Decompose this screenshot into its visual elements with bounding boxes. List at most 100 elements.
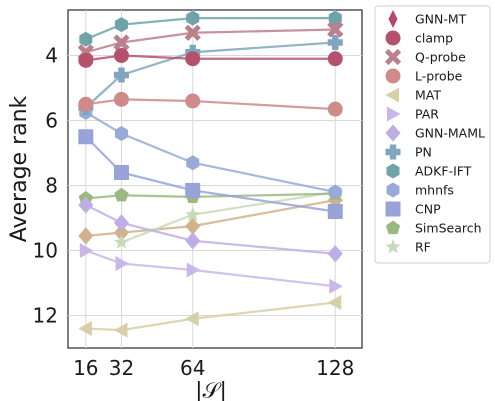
legend-marker [385,30,401,46]
series-mhnfs [79,104,342,200]
x-axis-label: |𝒮| [195,379,227,401]
series-line [85,204,336,255]
data-point [186,10,200,26]
series-l-probe [78,91,343,117]
data-point [114,17,128,33]
legend-label: ADKF-IFT [415,164,472,179]
legend-marker [386,163,400,179]
series-line [85,301,336,332]
legend-entry: GNN-MT [388,10,467,28]
legend-label: mhnfs [415,183,454,198]
legend-entry: CNP [385,201,441,217]
legend-entry: ADKF-IFT [386,163,472,179]
legend-marker [384,48,402,66]
series-line [85,249,336,288]
series-line [85,54,336,62]
legend-entry: PAR [387,106,439,122]
data-point [113,322,128,338]
legend-marker [385,201,401,217]
legend-label: PAR [415,107,439,122]
legend-entry: PN [385,144,432,160]
legend-label: SimSearch [415,221,482,236]
legend-entry: RF [385,239,431,255]
data-point [78,52,94,68]
series-line [85,41,336,109]
legend-marker [385,144,401,160]
legend-entry: SimSearch [385,220,482,236]
series-mat [78,295,342,338]
data-point [327,101,343,117]
legend-marker [386,182,400,198]
data-point [186,262,201,278]
plot-frame [67,9,363,349]
legend-label: PN [415,145,432,160]
data-point [78,321,92,336]
series-line [85,98,336,111]
legend-entry: MAT [385,87,441,103]
data-point [79,243,94,258]
legend-entry: GNN-MAML [385,124,485,142]
data-point [113,48,129,63]
series-line [85,111,336,194]
data-point [113,34,130,51]
data-point [328,184,342,200]
data-point [185,311,199,327]
legend-label: GNN-MT [415,12,467,27]
y-axis-label: Average rank [7,95,32,242]
plot-area: 16 32 64 128 4 6 8 10 12 |𝒮| Average rank [7,9,363,401]
legend-marker [385,87,399,103]
series-line [85,192,336,200]
data-point [113,165,129,180]
y-tick-label: 4 [45,44,58,68]
series-adkf-ift [79,10,342,47]
series-par [79,243,343,294]
legend-label: Q-probe [415,50,466,65]
series-gnn-maml [78,196,343,263]
data-point [327,204,343,219]
data-point [113,91,129,107]
data-point [327,295,342,310]
data-point [113,214,129,232]
x-tick-label: 64 [180,356,205,380]
legend-marker [385,239,401,254]
data-point [185,206,201,222]
data-point [113,224,129,242]
data-point [185,93,201,109]
legend-label: MAT [415,88,441,103]
legend-entry: mhnfs [386,182,454,198]
x-tick-label: 32 [109,356,134,380]
data-point [185,232,201,250]
legend-entry: L-probe [385,68,463,84]
data-point [185,182,201,198]
data-point [78,227,94,245]
legend-label: clamp [415,31,453,46]
data-point [328,10,342,26]
legend-box [374,5,491,264]
legend-marker [385,220,401,235]
data-point [184,24,201,41]
legend-label: CNP [415,202,441,217]
y-tick-label: 6 [45,109,58,133]
data-point [327,51,343,67]
data-point [327,21,344,38]
legend-marker [385,68,401,84]
data-point [327,245,343,263]
data-point [115,256,129,271]
data-point [114,126,128,141]
data-point [79,31,93,47]
legend-marker [388,10,398,28]
series-clamp [78,48,343,68]
x-tick-label: 128 [316,356,354,380]
y-tick-label: 8 [45,174,58,198]
data-point [113,67,129,83]
data-point [78,129,94,145]
legend-label: L-probe [415,69,463,84]
y-tick-label: 10 [33,239,58,263]
series-line [85,135,336,213]
data-point [113,234,129,249]
data-point [329,278,343,294]
series-cnp [78,129,343,219]
data-point [78,196,94,214]
legend-entry: clamp [385,30,453,46]
